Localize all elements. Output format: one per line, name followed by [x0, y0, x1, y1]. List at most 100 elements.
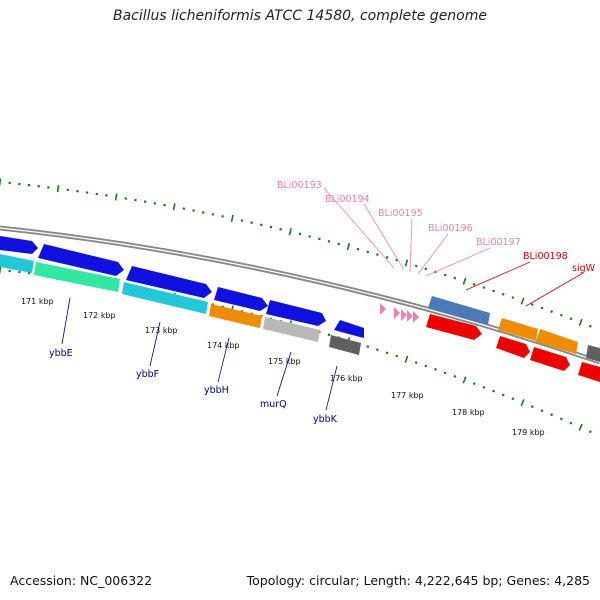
minor-tick — [385, 351, 389, 355]
minor-tick — [327, 240, 331, 243]
minor-tick — [308, 235, 312, 238]
minor-tick — [424, 364, 428, 368]
gene-arrow[interactable] — [122, 282, 208, 314]
genome-title: Bacillus licheniformis ATCC 14580, compl… — [113, 8, 487, 24]
minor-tick — [511, 296, 515, 299]
gene-label-murQ[interactable]: murQ — [260, 399, 287, 410]
minor-tick — [472, 282, 476, 286]
kbp-label: 175 kbp — [268, 357, 301, 366]
gene-labels: ybbE ybbF ybbH murQ ybbK BLi00193 BLi001… — [49, 180, 596, 425]
minor-tick — [434, 367, 437, 371]
gene-label-BLi00194[interactable]: BLi00194 — [325, 194, 370, 205]
kbp-label: 171 kbp — [21, 297, 54, 306]
gene-arrow[interactable] — [586, 345, 600, 362]
gene-arrow[interactable] — [496, 336, 530, 358]
minor-tick — [472, 382, 476, 386]
gene-arrow[interactable] — [413, 311, 419, 323]
minor-tick — [550, 310, 554, 313]
gene-arrow[interactable] — [401, 309, 407, 321]
gene-arrow[interactable] — [34, 262, 120, 292]
gene-arrow[interactable] — [407, 310, 413, 322]
major-tick — [578, 318, 583, 327]
minor-tick — [492, 289, 495, 293]
outer-tick-track — [0, 178, 592, 328]
gene-label-BLi00197[interactable]: BLi00197 — [476, 237, 521, 248]
minor-tick — [376, 348, 379, 352]
minor-tick — [395, 354, 399, 358]
minor-tick — [279, 227, 282, 231]
gene-arrow[interactable] — [334, 320, 364, 338]
minor-tick — [559, 313, 563, 317]
gene-label-BLi00193[interactable]: BLi00193 — [277, 180, 322, 191]
gene-arrow[interactable] — [0, 236, 38, 254]
major-tick — [114, 193, 118, 201]
gene-arrow[interactable] — [536, 329, 578, 354]
gene-arrow[interactable] — [428, 296, 490, 325]
gene-arrow[interactable] — [263, 317, 320, 342]
gene-label-sigW[interactable]: sigW — [572, 263, 596, 274]
kbp-label: 177 kbp — [391, 391, 424, 400]
minor-tick — [395, 258, 399, 262]
forward-gene-track — [0, 236, 600, 382]
kbp-label: 176 kbp — [330, 374, 363, 383]
minor-tick — [385, 255, 389, 259]
minor-tick — [530, 405, 534, 409]
major-tick — [578, 423, 583, 431]
gene-label-ybbE[interactable]: ybbE — [49, 348, 73, 359]
gene-label-BLi00198[interactable]: BLi00198 — [523, 251, 568, 262]
major-tick — [520, 297, 525, 305]
major-tick — [56, 185, 60, 193]
gene-arrow[interactable] — [266, 300, 326, 326]
gene-label-BLi00196[interactable]: BLi00196 — [428, 223, 473, 234]
kbp-label: 174 kbp — [207, 341, 240, 350]
minor-tick — [530, 303, 534, 306]
minor-tick — [376, 253, 379, 256]
minor-tick — [453, 276, 457, 280]
gene-label-ybbK[interactable]: ybbK — [313, 414, 338, 425]
kbp-labels: 171 kbp 172 kbp 173 kbp 174 kbp 175 kbp … — [21, 297, 545, 437]
minor-tick — [540, 306, 544, 310]
gene-arrow[interactable] — [578, 362, 600, 382]
minor-tick — [443, 273, 447, 277]
callout-lines — [61, 187, 584, 411]
minor-tick — [569, 317, 573, 321]
major-tick — [230, 214, 234, 223]
lower-gene-track — [0, 254, 361, 355]
major-tick — [172, 203, 176, 211]
major-tick — [520, 399, 525, 407]
gene-arrow[interactable] — [209, 304, 262, 328]
minor-tick — [501, 393, 505, 397]
major-tick — [288, 228, 292, 236]
minor-tick — [414, 361, 418, 364]
gene-arrow[interactable] — [126, 266, 212, 298]
gene-arrow[interactable] — [38, 244, 124, 276]
topology-label: Topology: circular; Length: 4,222,645 bp… — [246, 573, 590, 588]
minor-tick — [327, 333, 331, 337]
gene-arrow[interactable] — [214, 287, 268, 311]
major-tick — [404, 259, 409, 267]
kbp-label: 172 kbp — [83, 311, 116, 320]
gene-arrow[interactable] — [329, 335, 361, 355]
gene-arrow[interactable] — [0, 254, 34, 273]
gene-label-ybbH[interactable]: ybbH — [204, 385, 229, 396]
minor-tick — [588, 430, 592, 434]
gene-label-BLi00195[interactable]: BLi00195 — [378, 208, 423, 219]
minor-tick — [366, 345, 370, 348]
minor-tick — [453, 374, 457, 378]
gene-arrow[interactable] — [498, 318, 538, 341]
minor-tick — [424, 267, 428, 271]
gene-arrow[interactable] — [380, 303, 386, 315]
minor-tick — [588, 324, 592, 328]
kbp-label: 179 kbp — [512, 428, 545, 437]
minor-tick — [337, 242, 341, 246]
gene-arrow[interactable] — [530, 347, 570, 371]
gene-label-ybbF[interactable]: ybbF — [136, 369, 159, 380]
minor-tick — [511, 397, 515, 401]
minor-tick — [366, 250, 370, 254]
gene-arrow[interactable] — [426, 314, 482, 340]
major-tick — [346, 242, 351, 251]
minor-tick — [550, 413, 554, 417]
minor-tick — [569, 421, 573, 425]
gene-arrow[interactable] — [394, 307, 400, 319]
